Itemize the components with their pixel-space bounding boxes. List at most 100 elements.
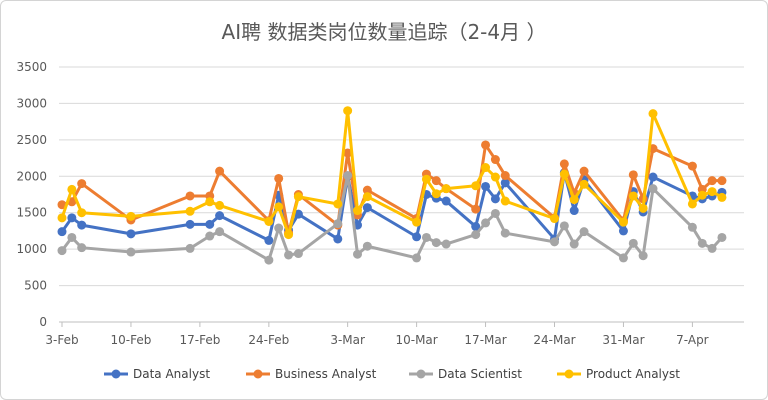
y-tick-label: 2500 [16,133,47,147]
data-point [500,178,510,188]
data-point [333,199,343,209]
data-point [284,230,294,240]
legend-label: Business Analyst [275,367,377,381]
legend-label: Product Analyst [586,367,680,381]
series-product-analyst [57,106,727,240]
data-point [628,170,638,180]
data-point [431,238,441,248]
data-point [126,211,136,221]
chart-title: AI聘 数据类岗位数量追踪（2-4月 ） [222,20,547,44]
data-point [67,184,77,194]
data-point [274,173,284,183]
legend-item: Product Analyst [557,367,680,381]
data-point [638,251,648,261]
data-point [500,171,510,181]
data-point [471,204,481,214]
data-point [353,206,362,216]
data-point [362,185,372,195]
data-point [77,179,87,189]
data-point [628,238,638,248]
data-point [293,249,303,259]
data-point [579,166,589,176]
data-point [185,191,195,201]
y-tick-label: 3500 [16,60,47,74]
data-point [441,184,451,194]
data-point [362,192,372,202]
data-point [421,232,431,242]
data-point [77,208,87,218]
y-tick-label: 0 [39,315,47,329]
data-point [550,237,559,247]
legend-item: Data Analyst [104,367,210,381]
data-point [67,232,77,242]
data-point [638,203,648,213]
data-point [353,249,362,259]
data-point [343,148,353,158]
y-tick-label: 1000 [16,242,47,256]
data-point [490,208,500,218]
data-point [77,220,87,230]
data-point [500,228,510,238]
data-point [559,221,569,231]
y-tick-label: 3000 [16,96,47,110]
data-point [490,172,500,182]
data-point [274,202,284,212]
data-point [431,176,441,186]
data-point [274,223,284,233]
x-tick-label: 3-Mar [330,333,365,347]
data-point [205,219,215,229]
legend-marker [416,369,426,379]
data-point [215,211,225,221]
data-point [284,250,294,260]
data-point [343,171,353,181]
x-tick-label: 31-Mar [602,333,644,347]
data-point [707,243,717,253]
x-tick-label: 10-Mar [395,333,437,347]
data-point [264,216,274,226]
data-point [215,166,225,176]
legend-marker [253,369,263,379]
data-point [264,255,274,265]
data-point [628,191,638,201]
data-point [618,226,628,236]
legend-item: Business Analyst [246,367,377,381]
x-tick-label: 10-Feb [111,333,152,347]
data-point [490,155,500,165]
legend: Data Analyst Business Analyst Data Scienti… [104,367,680,381]
legend-marker [564,369,574,379]
data-point [579,227,589,237]
data-point [431,189,441,199]
data-point [618,217,628,227]
data-point [126,229,136,239]
data-point [215,227,225,237]
data-point [205,197,215,207]
y-tick-label: 500 [24,279,47,293]
data-point [717,232,727,242]
data-point [687,161,697,171]
data-point [333,219,343,229]
data-point [67,213,77,223]
data-point [697,238,707,248]
data-point [559,159,569,169]
data-point [441,196,451,206]
data-point [569,195,579,205]
data-point [471,230,481,240]
data-point [707,176,717,186]
data-point [343,106,353,116]
legend-label: Data Analyst [133,367,210,381]
data-point [648,184,658,194]
x-tick-label: 24-Mar [533,333,575,347]
y-axis: 0 500 1000 1500 2000 2500 3000 3500 [16,60,47,329]
series-data-scientist [57,171,727,265]
data-point [471,181,481,191]
data-point [333,234,343,244]
x-tick-label: 3-Feb [45,333,78,347]
data-point [481,140,491,150]
data-point [412,232,422,242]
x-tick-label: 17-Mar [464,333,506,347]
data-point [215,200,225,210]
x-axis: 3-Feb 10-Feb 17-Feb 24-Feb 3-Mar 10-Mar 17-Mar… [45,322,709,347]
y-tick-label: 1500 [16,206,47,220]
